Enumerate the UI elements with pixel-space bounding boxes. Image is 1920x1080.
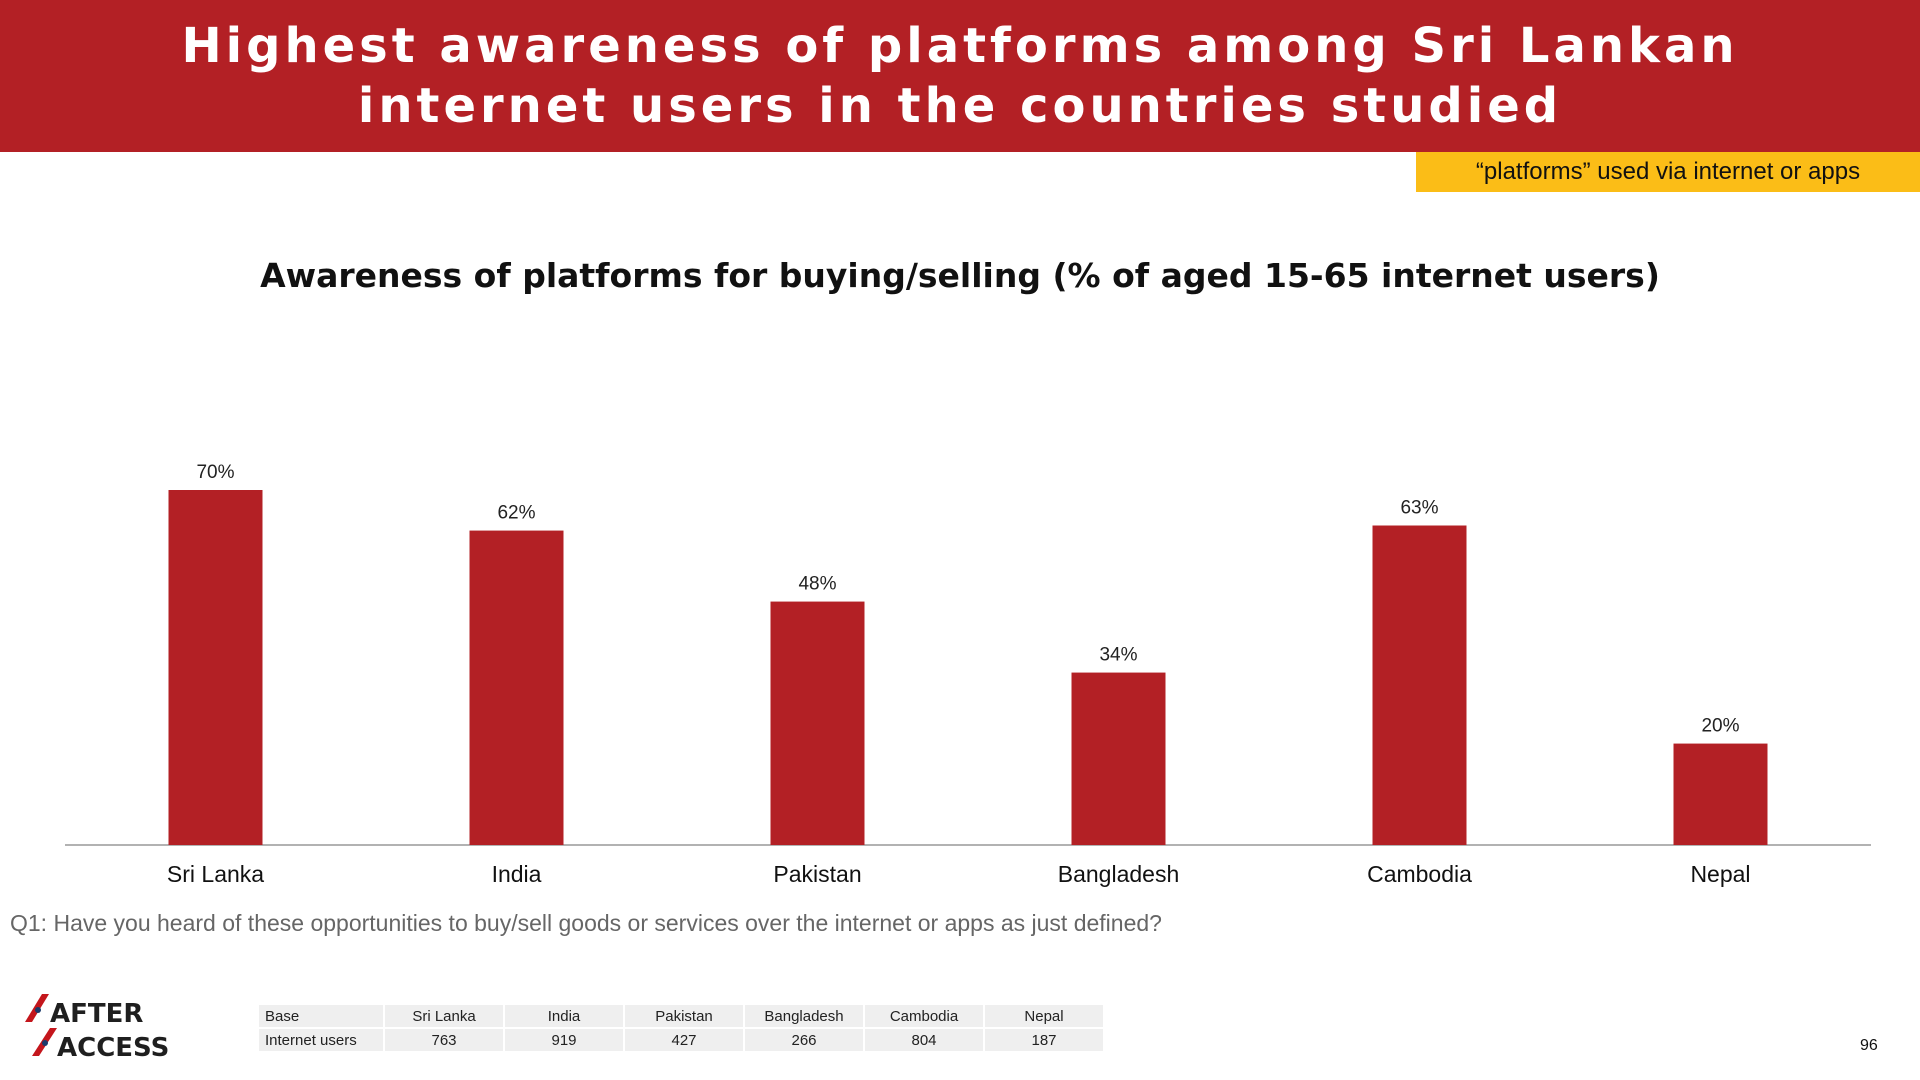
tagline-badge: “platforms” used via internet or apps (1416, 152, 1920, 192)
bar-value-label: 70% (196, 462, 234, 483)
logo-text-after: AFTER (50, 999, 143, 1029)
slide-header: Highest awareness of platforms among Sri… (0, 0, 1920, 152)
base-table-row: Internet users 763 919 427 266 804 187 (259, 1029, 1103, 1051)
category-label: Cambodia (1367, 861, 1472, 887)
survey-question: Q1: Have you heard of these opportunitie… (10, 910, 1162, 936)
bar-value-label: 20% (1701, 716, 1739, 737)
category-label: Nepal (1690, 861, 1750, 887)
table-cell: India (505, 1005, 623, 1027)
table-cell: Pakistan (625, 1005, 743, 1027)
table-cell: Base (259, 1005, 383, 1027)
table-cell: Bangladesh (745, 1005, 863, 1027)
bar-value-label: 63% (1400, 498, 1438, 519)
base-table-header-row: Base Sri Lanka India Pakistan Bangladesh… (259, 1005, 1103, 1027)
bar-value-label: 62% (497, 503, 535, 524)
table-cell: Cambodia (865, 1005, 983, 1027)
bar-value-label: 34% (1099, 645, 1137, 666)
page-number: 96 (1860, 1037, 1878, 1054)
after-access-logo: AFTER ACCESS (25, 994, 169, 1060)
table-cell: 266 (745, 1029, 863, 1051)
logo-mark-icon (25, 994, 57, 1056)
bar-nepal (1673, 743, 1768, 845)
table-cell: 763 (385, 1029, 503, 1051)
category-label: Pakistan (773, 861, 861, 887)
table-cell: 804 (865, 1029, 983, 1051)
base-table: Base Sri Lanka India Pakistan Bangladesh… (257, 1003, 1105, 1053)
category-label: Bangladesh (1058, 861, 1180, 887)
bar-india (469, 530, 564, 845)
table-cell: 427 (625, 1029, 743, 1051)
bar-bangladesh (1071, 672, 1166, 845)
category-label: India (492, 861, 542, 887)
chart-title: Awareness of platforms for buying/sellin… (260, 256, 1660, 295)
table-cell: 187 (985, 1029, 1103, 1051)
category-label: Sri Lanka (167, 861, 264, 887)
slide-title: Highest awareness of platforms among Sri… (181, 18, 1739, 134)
bar-cambodia (1372, 525, 1467, 845)
bar-pakistan (770, 601, 865, 845)
bar-chart: 70% Sri Lanka 62% India 48% Pakistan 34% Bangla… (65, 462, 1871, 887)
table-cell: Sri Lanka (385, 1005, 503, 1027)
table-cell: 919 (505, 1029, 623, 1051)
table-cell: Nepal (985, 1005, 1103, 1027)
bar-sri-lanka (168, 490, 263, 845)
table-cell: Internet users (259, 1029, 383, 1051)
bar-value-label: 48% (798, 574, 836, 595)
logo-text-access: ACCESS (57, 1033, 169, 1060)
